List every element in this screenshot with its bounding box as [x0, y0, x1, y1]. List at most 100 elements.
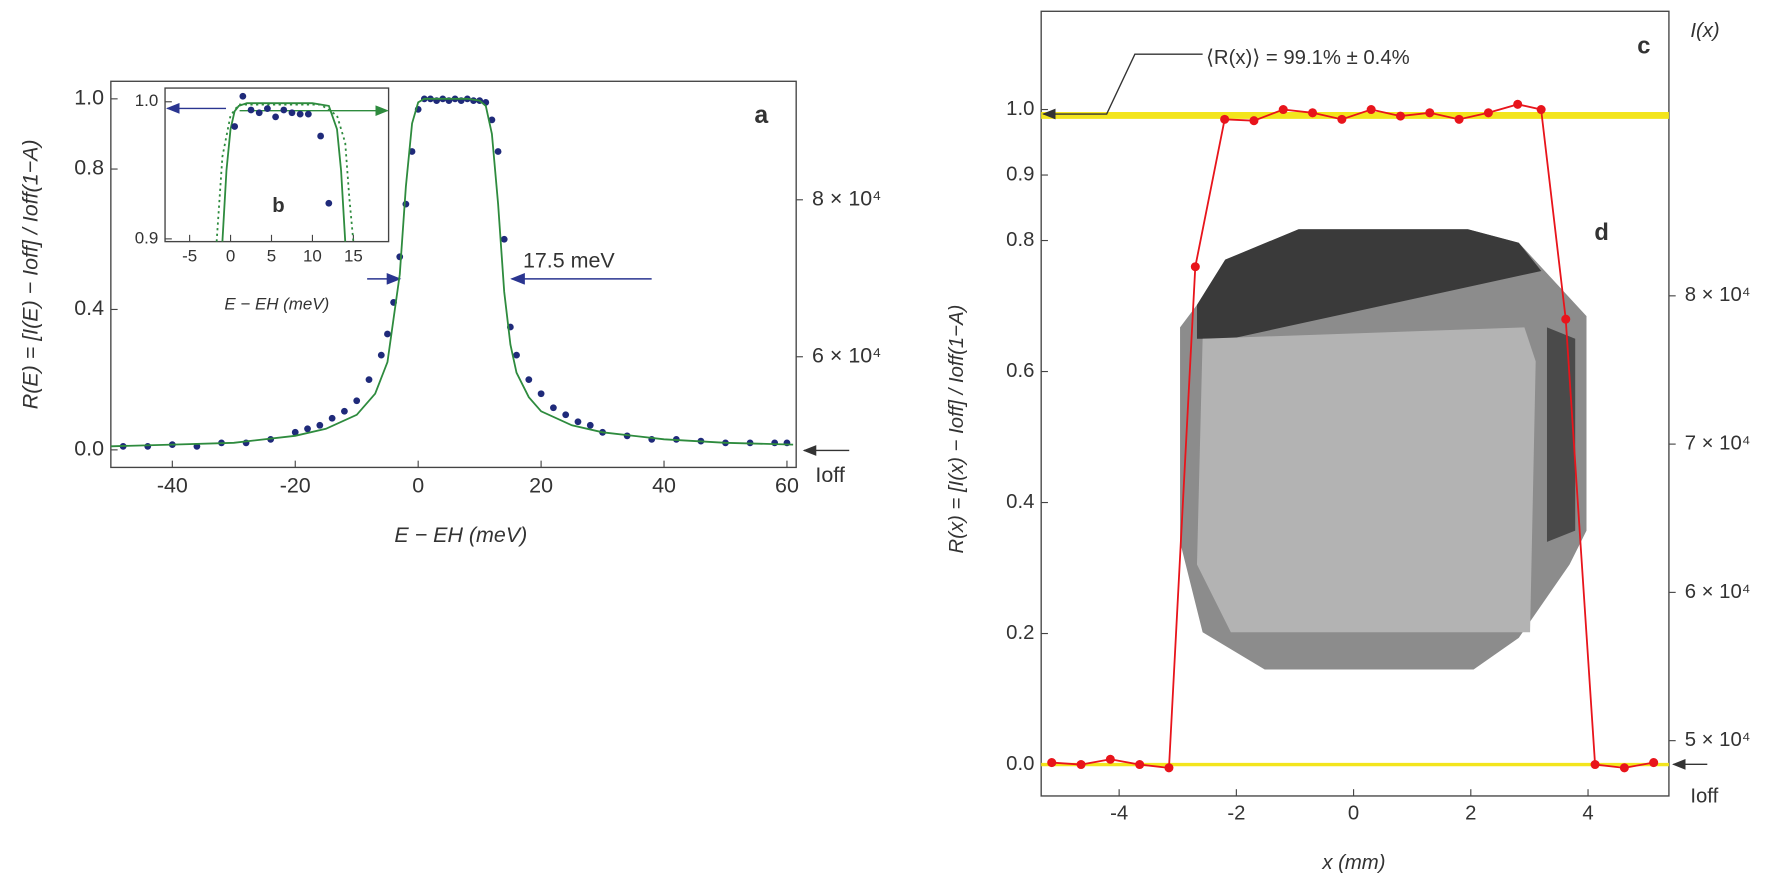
- data-point: [500, 235, 508, 243]
- annotation: Ioff: [815, 463, 844, 487]
- data-point: [280, 106, 288, 114]
- data-point: [574, 418, 582, 426]
- data-point: [1425, 108, 1435, 118]
- x-tick-label: 0: [412, 473, 424, 497]
- y2-axis-label: I(x): [1690, 20, 1719, 42]
- data-point: [1561, 314, 1571, 324]
- data-point: [1308, 108, 1318, 118]
- x-tick-label: 2: [1465, 803, 1476, 825]
- plot-frame: [1040, 10, 1670, 797]
- y-tick-label: 0.8: [74, 156, 104, 180]
- x-tick-label: 60: [775, 473, 799, 497]
- data-point: [1249, 116, 1259, 126]
- data-point: [264, 105, 271, 113]
- annotation: Ioff: [1690, 785, 1718, 807]
- series-line: [221, 102, 347, 242]
- data-point: [317, 132, 325, 140]
- y-axis-label: R(E) = [I(E) − Ioff] / Ioff(1−A): [18, 139, 42, 409]
- x-tick-label: 20: [529, 473, 553, 497]
- annotation: 17.5 meV: [523, 249, 615, 273]
- y2-tick-label: 8 × 10⁴: [812, 186, 881, 210]
- data-point: [1590, 760, 1600, 770]
- data-point: [288, 109, 296, 117]
- crystal-edge: [1546, 327, 1576, 542]
- y-tick-label: 0.4: [1006, 491, 1034, 513]
- y2-tick-label: 6 × 10⁴: [1685, 581, 1751, 603]
- panel-label: c: [1637, 34, 1650, 60]
- y-tick-label: 0.6: [1006, 360, 1034, 382]
- data-point: [562, 411, 570, 419]
- y2-tick-label: 5 × 10⁴: [1685, 729, 1751, 751]
- x-axis-label: E − EH (meV): [394, 523, 527, 547]
- data-point: [1164, 763, 1174, 773]
- data-point: [1649, 758, 1659, 768]
- y2-tick-label: 7 × 10⁴: [1685, 432, 1751, 454]
- y-tick-label: 1.0: [74, 86, 104, 110]
- data-point: [304, 425, 311, 433]
- data-point: [1047, 758, 1057, 768]
- plot-frame: [110, 80, 797, 469]
- data-point: [353, 397, 361, 405]
- data-point: [272, 113, 279, 121]
- y-tick-label: 0.8: [1006, 229, 1034, 251]
- data-point: [144, 442, 152, 450]
- x-axis-label: E − EH (meV): [224, 294, 329, 313]
- x-tick-label: 15: [344, 246, 363, 265]
- data-point: [1337, 114, 1347, 124]
- data-point: [1395, 111, 1405, 121]
- x-tick-label: 40: [652, 473, 676, 497]
- data-point: [239, 92, 247, 100]
- data-point: [550, 404, 557, 412]
- x-tick-label: -20: [280, 473, 311, 497]
- data-point: [1105, 754, 1115, 764]
- series-line: [1051, 103, 1654, 769]
- data-point: [377, 351, 385, 359]
- data-point: [291, 428, 299, 436]
- data-point: [304, 110, 312, 118]
- y-tick-label: 1.0: [1006, 98, 1034, 120]
- x-tick-label: 10: [303, 246, 322, 265]
- data-point: [537, 390, 545, 398]
- x-tick-label: 4: [1582, 803, 1593, 825]
- data-point: [402, 200, 410, 208]
- data-point: [1366, 105, 1376, 115]
- panel-label: a: [754, 102, 768, 129]
- plot-frame: [164, 87, 390, 243]
- data-point: [488, 116, 496, 124]
- y-tick-label: 0.9: [1006, 163, 1034, 185]
- y-tick-label: 0.0: [1006, 753, 1034, 775]
- x-tick-label: -5: [182, 246, 197, 265]
- data-point: [525, 376, 533, 384]
- data-point: [1220, 114, 1230, 124]
- data-point: [1278, 105, 1288, 115]
- y-tick-label: 0.9: [135, 228, 159, 247]
- crystal-shadow: [1196, 229, 1542, 339]
- data-point: [247, 106, 255, 114]
- y-tick-label: 0.0: [74, 437, 104, 461]
- inset-label: d: [1594, 220, 1608, 246]
- panel-label: b: [272, 195, 284, 217]
- data-point: [328, 414, 336, 422]
- data-point: [1135, 760, 1145, 770]
- data-point: [396, 253, 404, 261]
- y-tick-label: 1.0: [135, 91, 159, 110]
- y-tick-label: 0.2: [1006, 622, 1034, 644]
- data-point: [1454, 114, 1464, 124]
- data-point: [255, 109, 263, 117]
- x-tick-label: -2: [1227, 803, 1245, 825]
- data-point: [341, 407, 348, 415]
- data-point: [296, 110, 304, 118]
- data-point: [1513, 99, 1523, 109]
- data-point: [513, 351, 520, 359]
- data-point: [771, 439, 779, 447]
- data-point: [231, 123, 239, 130]
- data-point: [1536, 105, 1546, 115]
- x-tick-label: -4: [1110, 803, 1128, 825]
- data-point: [1483, 108, 1493, 118]
- y-axis-label: R(x) = [I(x) − Ioff] / Ioff(1−A): [946, 305, 968, 554]
- x-tick-label: 0: [1348, 803, 1359, 825]
- data-point: [384, 330, 391, 338]
- data-point: [1076, 760, 1086, 770]
- data-point: [586, 421, 594, 429]
- data-point: [316, 421, 324, 429]
